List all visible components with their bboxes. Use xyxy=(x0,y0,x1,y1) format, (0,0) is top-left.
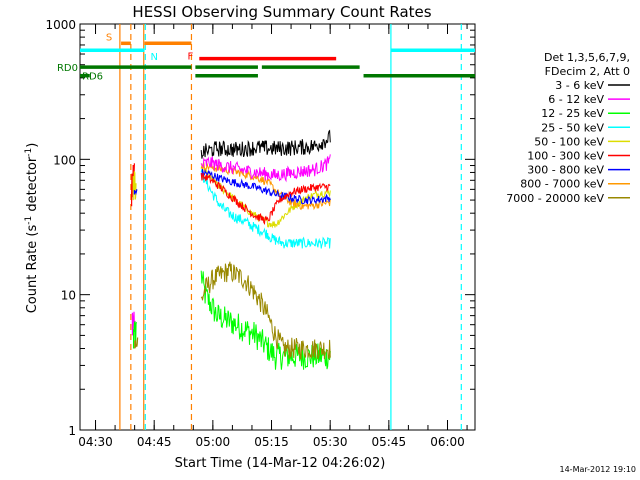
series-lines xyxy=(130,129,331,370)
series-line xyxy=(200,270,331,370)
footer-timestamp: 14-Mar-2012 19:10 xyxy=(560,465,637,474)
x-tick-label: 06:00 xyxy=(430,435,465,449)
plot-area: S N F RD0 RD6 xyxy=(57,23,476,431)
series-line xyxy=(200,161,331,211)
chart-title: HESSI Observing Summary Count Rates xyxy=(132,3,431,21)
legend-label: 50 - 100 keV xyxy=(534,135,604,148)
legend-label: 800 - 7000 keV xyxy=(520,178,604,191)
legend-label: 100 - 300 keV xyxy=(527,150,604,163)
legend: Det 1,3,5,6,7,9, FDecim 2, Att 0 3 - 6 k… xyxy=(506,51,630,205)
y-tick-label: 100 xyxy=(53,153,76,167)
y-axis-label-end: ) xyxy=(25,143,40,148)
y-axis-label-main: Count Rate (s xyxy=(25,225,40,314)
y-tick-labels: 1 10 100 1000 xyxy=(45,18,76,438)
x-tick-label: 04:45 xyxy=(137,435,172,449)
legend-label: 6 - 12 keV xyxy=(548,93,604,106)
x-tick-labels: 04:30 04:45 05:00 05:15 05:30 05:45 06:00 xyxy=(78,435,465,449)
axis-ticks xyxy=(80,24,475,431)
burst-mark xyxy=(133,188,138,196)
flag-bars: S N F RD0 RD6 xyxy=(57,32,475,83)
flag-label: RD6 xyxy=(82,72,103,83)
y-axis-label-sup1: -1 xyxy=(24,216,34,225)
flag-label: RD0 xyxy=(57,63,78,74)
y-axis-label-sup2: -1 xyxy=(24,148,34,157)
legend-label: 3 - 6 keV xyxy=(555,79,604,92)
legend-label: 12 - 25 keV xyxy=(541,107,604,120)
series-line xyxy=(200,129,331,159)
legend-label: 25 - 50 keV xyxy=(541,121,604,134)
plot-frame xyxy=(79,23,476,431)
y-tick-label: 1 xyxy=(68,424,76,438)
series-line xyxy=(200,172,331,225)
x-tick-label: 05:00 xyxy=(196,435,231,449)
legend-label: 7000 - 20000 keV xyxy=(506,192,604,205)
event-lines xyxy=(119,24,462,430)
flag-label: N xyxy=(151,52,158,63)
burst-mark xyxy=(132,321,137,349)
legend-label: 300 - 800 keV xyxy=(527,164,604,177)
legend-header-line1: Det 1,3,5,6,7,9, xyxy=(544,51,630,64)
legend-header-line2: FDecim 2, Att 0 xyxy=(545,65,630,78)
flag-label: F xyxy=(188,52,194,63)
y-tick-label: 1000 xyxy=(45,18,76,32)
series-line xyxy=(200,168,331,249)
burst-mark xyxy=(132,171,137,201)
flag-label: S xyxy=(106,32,112,43)
x-tick-label: 05:30 xyxy=(313,435,348,449)
series-line xyxy=(200,168,331,205)
y-tick-label: 10 xyxy=(61,289,76,303)
y-axis-label: Count Rate (s-1 detector-1) xyxy=(24,143,40,314)
x-axis-label: Start Time (14-Mar-12 04:26:02) xyxy=(175,456,386,471)
burst-mark xyxy=(134,337,139,349)
x-tick-label: 04:30 xyxy=(78,435,113,449)
x-tick-label: 05:45 xyxy=(372,435,407,449)
x-tick-label: 05:15 xyxy=(254,435,289,449)
series-line xyxy=(200,154,331,183)
y-axis-label-mid: detector xyxy=(25,156,40,216)
series-line xyxy=(200,261,331,360)
